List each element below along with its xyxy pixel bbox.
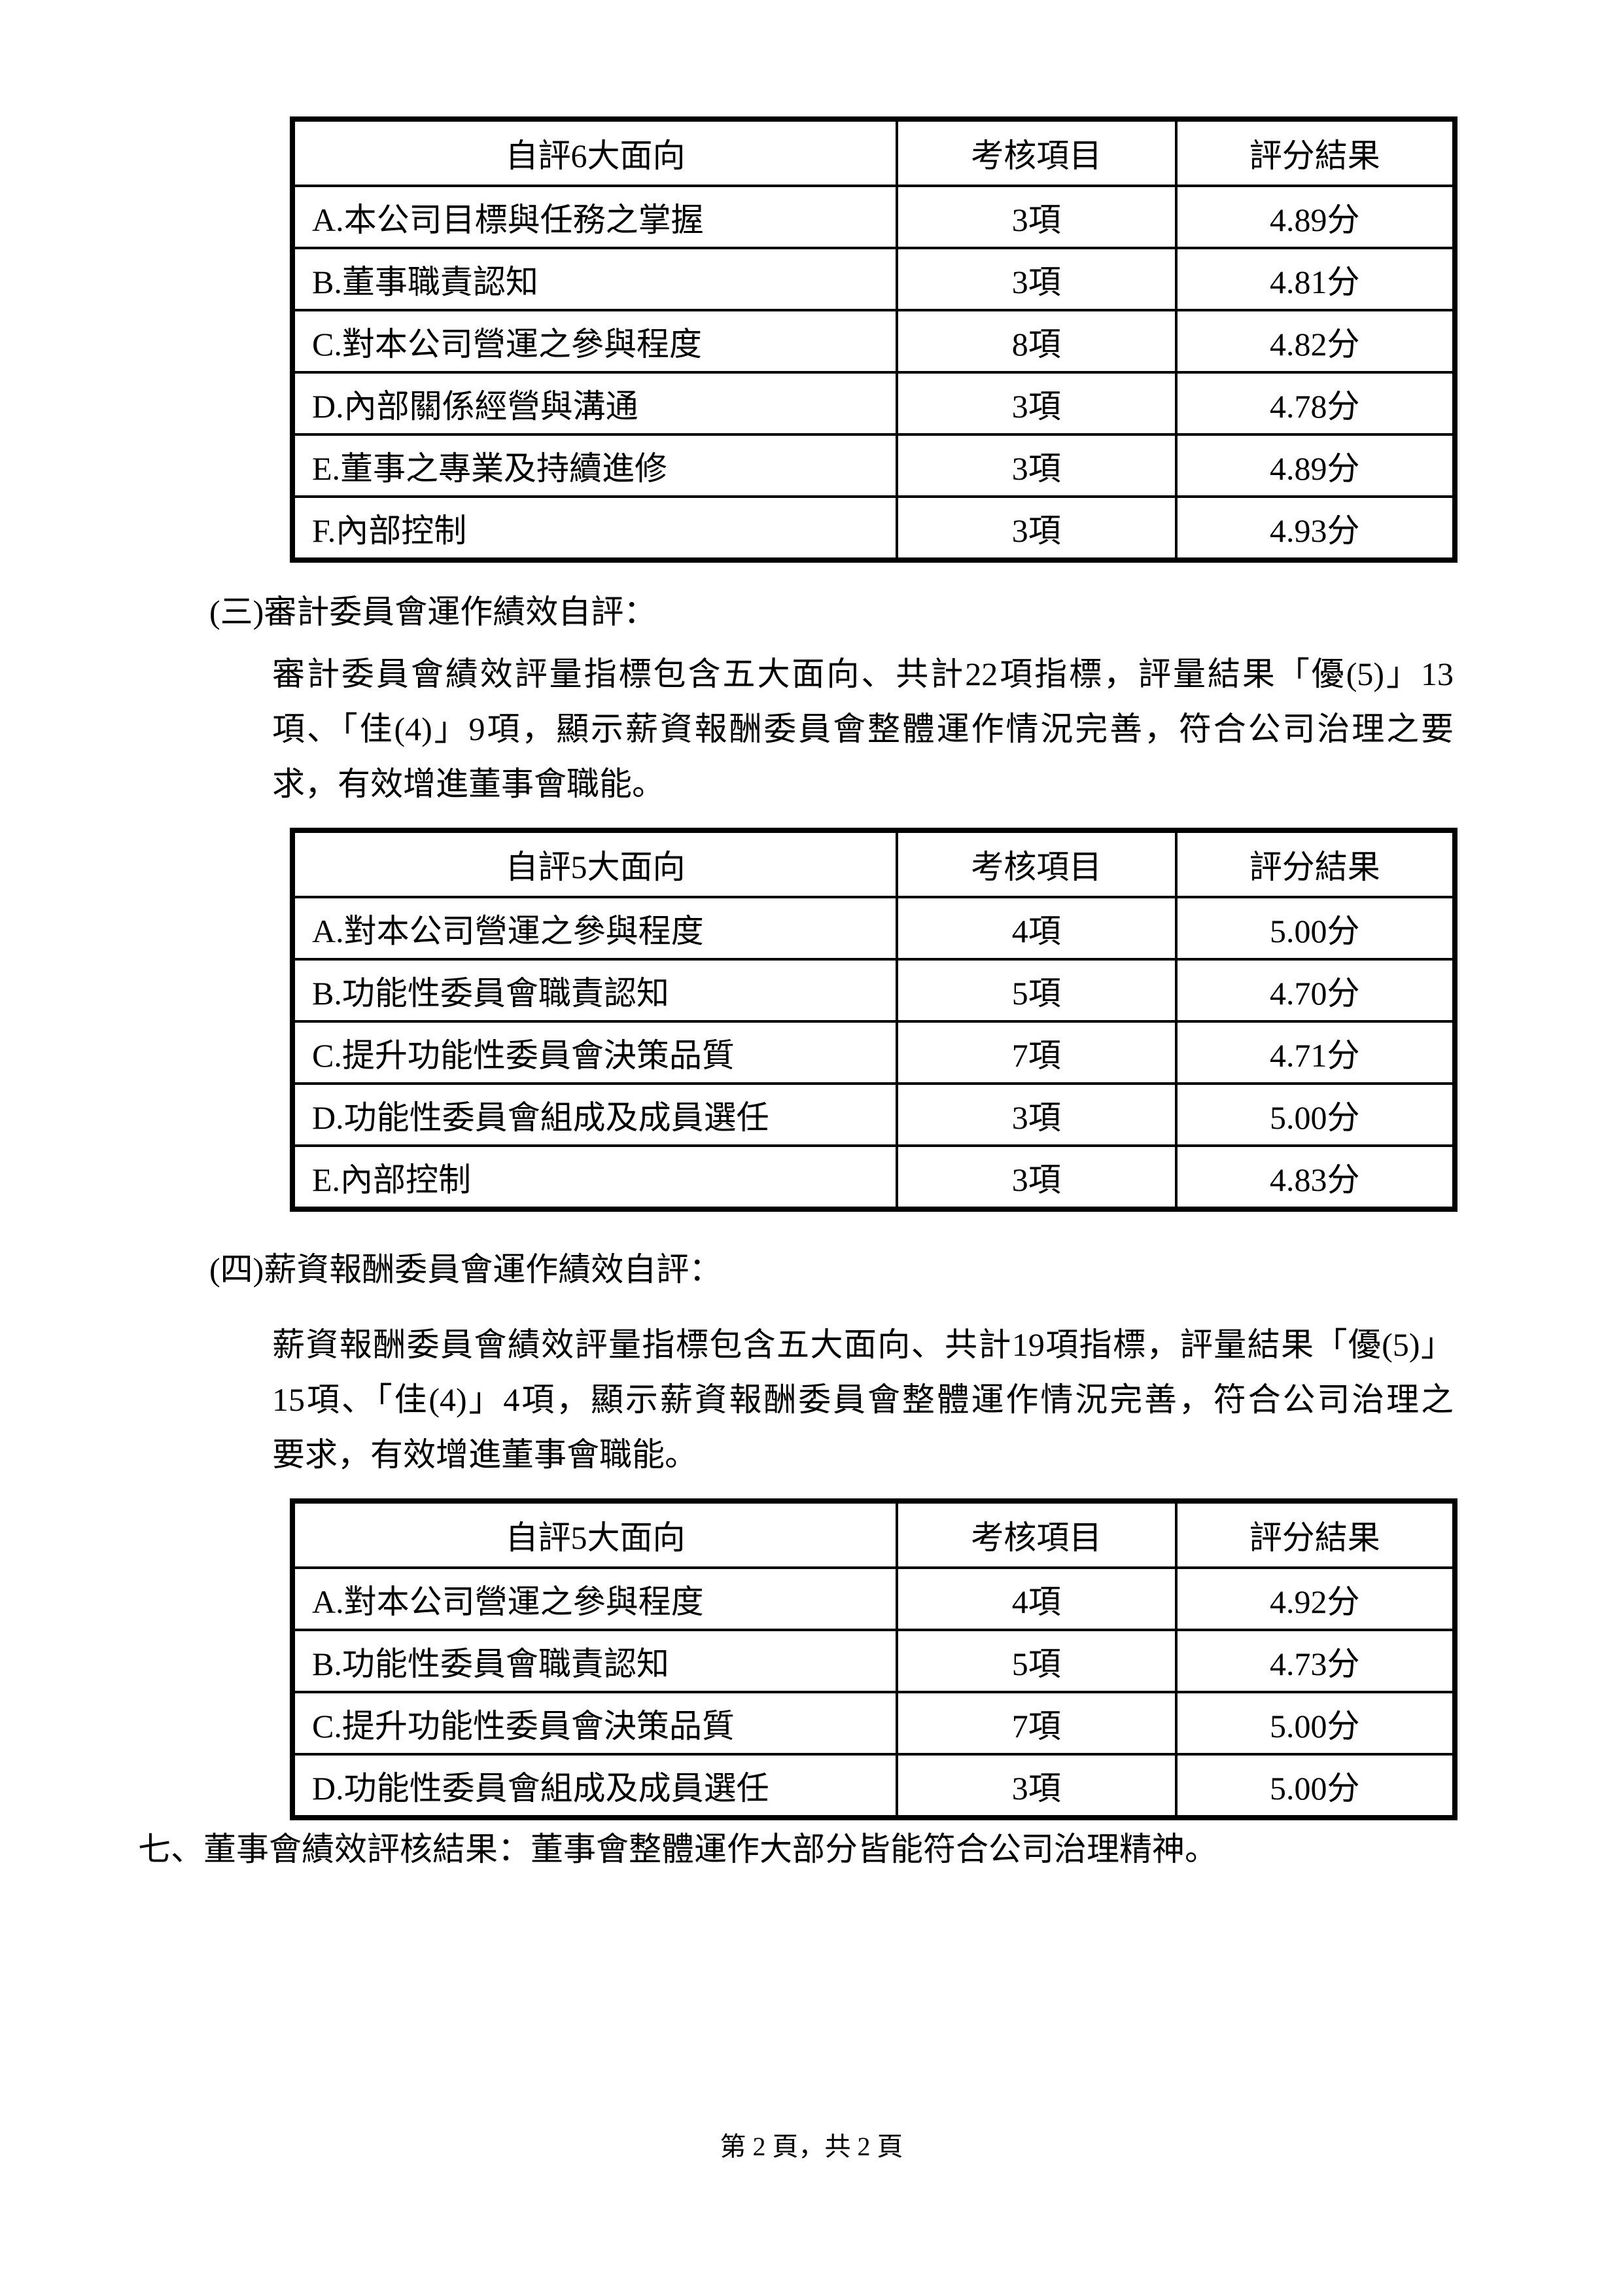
score-cell: 4.71分 bbox=[1174, 1020, 1457, 1085]
column-header-aspect: 自評5大面向 bbox=[290, 1500, 899, 1569]
score-cell: 5.00分 bbox=[1174, 1691, 1457, 1756]
table-row: D.功能性委員會組成及成員選任 3項 5.00分 bbox=[290, 1082, 1457, 1147]
items-cell: 3項 bbox=[896, 371, 1178, 436]
audit-committee-self-evaluation-table: 自評5大面向 考核項目 評分結果 A.對本公司營運之參與程度 4項 5.00分 … bbox=[290, 828, 1457, 1212]
score-cell: 4.81分 bbox=[1174, 247, 1457, 311]
aspect-cell: A.對本公司營運之參與程度 bbox=[290, 896, 899, 961]
aspect-cell: C.提升功能性委員會決策品質 bbox=[290, 1691, 899, 1756]
table-row: B.功能性委員會職責認知 5項 4.73分 bbox=[290, 1629, 1457, 1693]
items-cell: 3項 bbox=[896, 247, 1178, 311]
aspect-cell: C.對本公司營運之參與程度 bbox=[290, 309, 899, 374]
table-row: B.功能性委員會職責認知 5項 4.70分 bbox=[290, 958, 1457, 1023]
items-cell: 3項 bbox=[896, 495, 1178, 561]
score-cell: 4.92分 bbox=[1174, 1566, 1457, 1631]
table-row: D.內部關係經營與溝通 3項 4.78分 bbox=[290, 371, 1457, 436]
items-cell: 3項 bbox=[896, 1753, 1178, 1819]
closing-statement: 七、董事會績效評核結果：董事會整體運作大部分皆能符合公司治理精神。 bbox=[138, 1831, 1217, 1867]
aspect-cell: C.提升功能性委員會決策品質 bbox=[290, 1020, 899, 1085]
items-cell: 3項 bbox=[896, 433, 1178, 498]
column-header-items: 考核項目 bbox=[896, 829, 1178, 898]
table-row: A.對本公司營運之參與程度 4項 4.92分 bbox=[290, 1566, 1457, 1631]
section-heading-audit-committee: (三)審計委員會運作績效自評： bbox=[209, 593, 657, 630]
aspect-cell: E.內部控制 bbox=[290, 1144, 899, 1210]
table-row: A.對本公司營運之參與程度 4項 5.00分 bbox=[290, 896, 1457, 961]
table-row: A.本公司目標與任務之掌握 3項 4.89分 bbox=[290, 185, 1457, 249]
aspect-cell: A.本公司目標與任務之掌握 bbox=[290, 185, 899, 249]
items-cell: 7項 bbox=[896, 1020, 1178, 1085]
column-header-aspect: 自評5大面向 bbox=[290, 829, 899, 898]
column-header-score: 評分結果 bbox=[1174, 829, 1457, 898]
table-row: E.董事之專業及持續進修 3項 4.89分 bbox=[290, 433, 1457, 498]
paragraph-line: 薪資報酬委員會績效評量指標包含五大面向、共計19項指標，評量結果「優(5)」 bbox=[272, 1326, 1454, 1363]
items-cell: 5項 bbox=[896, 1629, 1178, 1693]
aspect-cell: B.功能性委員會職責認知 bbox=[290, 1629, 899, 1693]
column-header-score: 評分結果 bbox=[1174, 1500, 1457, 1569]
table-row: E.內部控制 3項 4.83分 bbox=[290, 1144, 1457, 1210]
aspect-cell: D.內部關係經營與溝通 bbox=[290, 371, 899, 436]
table-row: F.內部控制 3項 4.93分 bbox=[290, 495, 1457, 561]
table-row: C.對本公司營運之參與程度 8項 4.82分 bbox=[290, 309, 1457, 374]
aspect-cell: B.董事職責認知 bbox=[290, 247, 899, 311]
table-row: B.董事職責認知 3項 4.81分 bbox=[290, 247, 1457, 311]
score-cell: 4.89分 bbox=[1174, 433, 1457, 498]
paragraph-line: 審計委員會績效評量指標包含五大面向、共計22項指標，評量結果「優(5)」13 bbox=[272, 656, 1454, 692]
paragraph-line: 15項、「佳(4)」4項，顯示薪資報酬委員會整體運作情況完善，符合公司治理之 bbox=[272, 1381, 1454, 1418]
items-cell: 7項 bbox=[896, 1691, 1178, 1756]
items-cell: 5項 bbox=[896, 958, 1178, 1023]
paragraph-line: 要求，有效增進董事會職能。 bbox=[272, 1436, 697, 1473]
items-cell: 4項 bbox=[896, 1566, 1178, 1631]
aspect-cell: B.功能性委員會職責認知 bbox=[290, 958, 899, 1023]
score-cell: 4.83分 bbox=[1174, 1144, 1457, 1210]
column-header-items: 考核項目 bbox=[896, 118, 1178, 187]
items-cell: 3項 bbox=[896, 1144, 1178, 1210]
table-header-row: 自評6大面向 考核項目 評分結果 bbox=[290, 118, 1457, 187]
score-cell: 4.82分 bbox=[1174, 309, 1457, 374]
aspect-cell: A.對本公司營運之參與程度 bbox=[290, 1566, 899, 1631]
score-cell: 5.00分 bbox=[1174, 1082, 1457, 1147]
score-cell: 4.89分 bbox=[1174, 185, 1457, 249]
compensation-committee-self-evaluation-table: 自評5大面向 考核項目 評分結果 A.對本公司營運之參與程度 4項 4.92分 … bbox=[290, 1498, 1457, 1820]
score-cell: 4.93分 bbox=[1174, 495, 1457, 561]
score-cell: 4.78分 bbox=[1174, 371, 1457, 436]
column-header-aspect: 自評6大面向 bbox=[290, 118, 899, 187]
page-footer: 第 2 頁，共 2 頁 bbox=[720, 2132, 903, 2161]
section-heading-compensation-committee: (四)薪資報酬委員會運作績效自評： bbox=[209, 1251, 722, 1288]
score-cell: 4.73分 bbox=[1174, 1629, 1457, 1693]
table-header-row: 自評5大面向 考核項目 評分結果 bbox=[290, 1500, 1457, 1569]
column-header-score: 評分結果 bbox=[1174, 118, 1457, 187]
column-header-items: 考核項目 bbox=[896, 1500, 1178, 1569]
aspect-cell: F.內部控制 bbox=[290, 495, 899, 561]
table-row: D.功能性委員會組成及成員選任 3項 5.00分 bbox=[290, 1753, 1457, 1819]
score-cell: 5.00分 bbox=[1174, 1753, 1457, 1819]
aspect-cell: D.功能性委員會組成及成員選任 bbox=[290, 1082, 899, 1147]
compensation-committee-paragraph: 薪資報酬委員會績效評量指標包含五大面向、共計19項指標，評量結果「優(5)」 1… bbox=[272, 1317, 1454, 1482]
table-row: C.提升功能性委員會決策品質 7項 4.71分 bbox=[290, 1020, 1457, 1085]
audit-committee-paragraph: 審計委員會績效評量指標包含五大面向、共計22項指標，評量結果「優(5)」13 項… bbox=[272, 646, 1454, 811]
items-cell: 3項 bbox=[896, 1082, 1178, 1147]
items-cell: 8項 bbox=[896, 309, 1178, 374]
score-cell: 5.00分 bbox=[1174, 896, 1457, 961]
items-cell: 4項 bbox=[896, 896, 1178, 961]
items-cell: 3項 bbox=[896, 185, 1178, 249]
paragraph-line: 項、「佳(4)」9項，顯示薪資報酬委員會整體運作情況完善，符合公司治理之要 bbox=[272, 711, 1454, 747]
table-header-row: 自評5大面向 考核項目 評分結果 bbox=[290, 829, 1457, 898]
board-self-evaluation-table: 自評6大面向 考核項目 評分結果 A.本公司目標與任務之掌握 3項 4.89分 … bbox=[290, 116, 1457, 563]
paragraph-line: 求，有效增進董事會職能。 bbox=[272, 766, 665, 802]
aspect-cell: E.董事之專業及持續進修 bbox=[290, 433, 899, 498]
score-cell: 4.70分 bbox=[1174, 958, 1457, 1023]
aspect-cell: D.功能性委員會組成及成員選任 bbox=[290, 1753, 899, 1819]
table-row: C.提升功能性委員會決策品質 7項 5.00分 bbox=[290, 1691, 1457, 1756]
